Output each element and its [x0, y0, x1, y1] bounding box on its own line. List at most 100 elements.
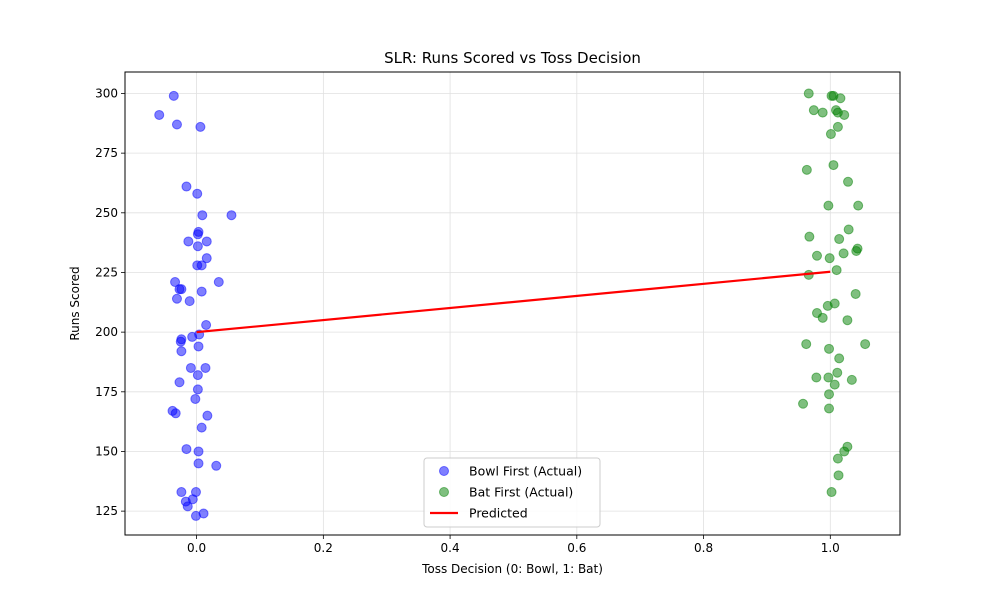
bowl-first-point	[192, 370, 203, 381]
bat-first-point	[825, 129, 836, 140]
predicted-line	[196, 270, 831, 334]
bat-first-point	[832, 453, 843, 464]
bat-first-point	[824, 403, 835, 414]
bat-first-point	[801, 339, 812, 350]
bowl-first-point	[183, 236, 194, 247]
bat-first-point	[804, 231, 815, 242]
bowl-first-point	[200, 362, 211, 373]
bat-first-point	[798, 398, 809, 409]
bowl-first-point	[211, 460, 222, 471]
bat-first-point	[808, 105, 819, 116]
x-tick-label: 0.4	[441, 541, 460, 555]
bowl-first-point	[193, 458, 204, 469]
legend-label: Predicted	[469, 506, 528, 521]
bowl-first-point	[201, 236, 212, 247]
bowl-first-point	[196, 260, 207, 271]
bat-first-point	[811, 372, 822, 383]
bat-first-point	[843, 224, 854, 235]
chart-title: SLR: Runs Scored vs Toss Decision	[384, 49, 641, 67]
bat-first-point	[817, 312, 828, 323]
legend: Bowl First (Actual) Bat First (Actual) Pre…	[423, 457, 601, 528]
legend-label: Bat First (Actual)	[469, 485, 573, 500]
x-tick-label: 0.2	[314, 541, 333, 555]
bowl-first-point	[187, 331, 198, 342]
legend-items: Bowl First (Actual) Bat First (Actual) Pre…	[430, 464, 582, 521]
bat-first-point	[853, 200, 864, 211]
bowl-first-point	[190, 510, 201, 521]
bat-first-point	[843, 176, 854, 187]
legend-marker	[439, 487, 449, 497]
axis-ticks: 0.0 0.2 0.4 0.6 0.8 1.0 125 150 175 200 225 250 275 3…	[95, 86, 840, 555]
bowl-first-point	[197, 210, 208, 221]
x-tick-label: 1.0	[821, 541, 840, 555]
bowl-first-point	[176, 346, 187, 357]
bat-first-point	[801, 164, 812, 175]
bowl-first-point	[170, 408, 181, 419]
x-tick-label: 0.8	[694, 541, 713, 555]
bowl-first-point	[184, 296, 195, 307]
bat-first-point	[833, 470, 844, 481]
bowl-first-point	[201, 319, 212, 330]
bat-first-point	[829, 379, 840, 390]
bat-first-point	[832, 367, 843, 378]
plot-series	[154, 88, 871, 521]
bat-first-point	[832, 121, 843, 132]
bowl-first-point	[190, 393, 201, 404]
bat-first-point	[803, 88, 814, 99]
bat-first-point	[851, 245, 862, 256]
bat-first-point	[824, 253, 835, 264]
bowl-first-point	[193, 341, 204, 352]
bat-first-point	[817, 107, 828, 118]
y-tick-label: 225	[95, 265, 118, 279]
bowl-first-point	[182, 501, 193, 512]
bat-first-point	[831, 265, 842, 276]
y-tick-label: 175	[95, 385, 118, 399]
legend-box	[423, 457, 601, 528]
bat-first-point	[826, 487, 837, 498]
bowl-first-point	[202, 410, 213, 421]
bat-first-point	[846, 374, 857, 385]
bowl-first-point	[201, 253, 212, 264]
y-tick-label: 150	[95, 444, 118, 458]
legend-marker	[439, 466, 449, 476]
bat-first-point	[824, 343, 835, 354]
bat-first-point	[823, 200, 834, 211]
bowl-first-point	[226, 210, 237, 221]
bowl-first-point	[192, 229, 203, 240]
bat-first-point	[811, 250, 822, 261]
bowl-first-point	[174, 377, 185, 388]
bowl-first-point	[176, 487, 187, 498]
bowl-first-point	[154, 109, 165, 120]
bat-first-point	[834, 234, 845, 245]
bowl-first-point	[185, 362, 196, 373]
bowl-first-point	[171, 293, 182, 304]
bat-first-point	[839, 446, 850, 457]
bat-first-point	[824, 389, 835, 400]
bowl-first-point	[213, 277, 224, 288]
bowl-first-point	[176, 284, 187, 295]
x-axis-title: Toss Decision (0: Bowl, 1: Bat)	[421, 562, 603, 576]
y-tick-label: 300	[95, 86, 118, 100]
bowl-first-point	[170, 277, 181, 288]
bat-first-point	[823, 372, 834, 383]
bat-first-point	[822, 300, 833, 311]
bowl-first-point	[168, 90, 179, 101]
bat-first-point	[850, 288, 861, 299]
x-tick-label: 0.0	[187, 541, 206, 555]
bowl-first-point	[171, 119, 182, 130]
x-tick-label: 0.6	[567, 541, 586, 555]
bat-first-point	[860, 339, 871, 350]
bowl-first-point	[196, 286, 207, 297]
bowl-first-point	[193, 446, 204, 457]
bat-first-point	[835, 93, 846, 104]
bowl-first-point	[192, 188, 203, 199]
grid	[125, 72, 900, 535]
bowl-first-point	[196, 422, 207, 433]
bat-first-point	[839, 109, 850, 120]
bat-first-point	[828, 160, 839, 171]
plot-frame	[124, 71, 901, 536]
y-tick-label: 125	[95, 504, 118, 518]
bowl-first-point	[195, 121, 206, 132]
y-axis-title: Runs Scored	[68, 266, 82, 340]
bowl-first-point	[175, 336, 186, 347]
